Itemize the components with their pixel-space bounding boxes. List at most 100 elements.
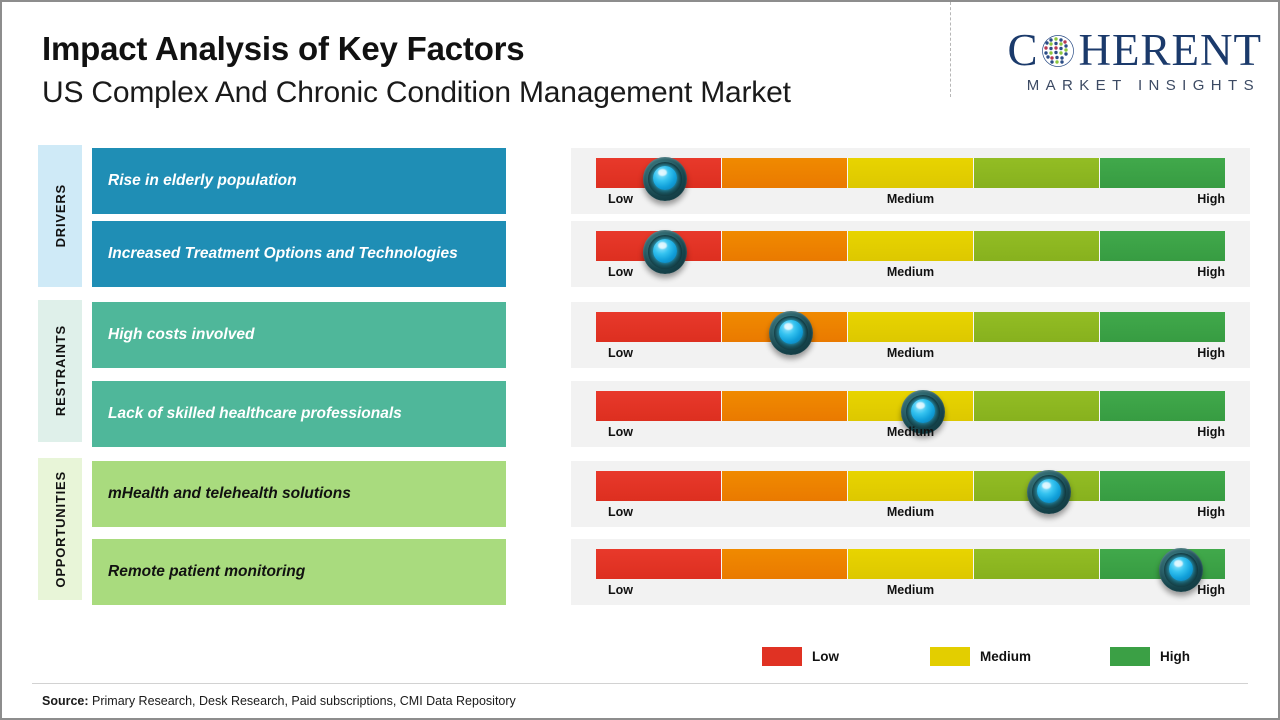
legend-swatch-low xyxy=(762,647,802,666)
gauge-segment-high xyxy=(1100,158,1225,188)
gauge-segment-low xyxy=(596,471,722,501)
gauge-segment-low xyxy=(596,158,722,188)
category-label-opportunities: OPPORTUNITIES xyxy=(52,470,68,588)
gauge-bar xyxy=(596,471,1225,501)
legend-item-high: High xyxy=(1110,647,1190,666)
logo-tagline: MARKET INSIGHTS xyxy=(1026,77,1260,94)
gauge-scale: Low Medium High xyxy=(596,346,1225,364)
legend-label-high: High xyxy=(1160,649,1190,664)
gauge-segment-low-medium xyxy=(722,391,848,421)
footer-divider xyxy=(32,683,1248,684)
table-row: High costs involved xyxy=(92,302,1250,368)
gauge-scale: Low Medium High xyxy=(596,425,1225,443)
impact-gauge[interactable]: Low Medium High xyxy=(571,302,1250,368)
table-row: Remote patient monitoring xyxy=(92,539,1250,605)
gauge-segment-high xyxy=(1100,471,1225,501)
legend: Low Medium High xyxy=(762,647,1202,669)
scale-label-low: Low xyxy=(608,583,633,597)
gauge-bar xyxy=(596,158,1225,188)
page-header: Impact Analysis of Key Factors US Comple… xyxy=(42,30,791,111)
scale-label-low: Low xyxy=(608,505,633,519)
impact-gauge[interactable]: Low Medium High xyxy=(571,221,1250,287)
logo-divider xyxy=(950,2,951,97)
category-band-opportunities: OPPORTUNITIES xyxy=(38,458,82,600)
scale-label-high: High xyxy=(1197,583,1225,597)
gauge-segment-medium xyxy=(848,471,974,501)
factor-label[interactable]: High costs involved xyxy=(92,302,506,368)
source-text: Primary Research, Desk Research, Paid su… xyxy=(88,694,516,708)
table-row: mHealth and telehealth solutions xyxy=(92,461,1250,527)
gauge-segment-low-medium xyxy=(722,231,848,261)
gauge-segment-medium xyxy=(848,158,974,188)
table-row: Lack of skilled healthcare professionals xyxy=(92,381,1250,447)
gauge-scale: Low Medium High xyxy=(596,583,1225,601)
factor-label[interactable]: Rise in elderly population xyxy=(92,148,506,214)
legend-swatch-high xyxy=(1110,647,1150,666)
scale-label-high: High xyxy=(1197,346,1225,360)
page-subtitle: US Complex And Chronic Condition Managem… xyxy=(42,75,791,109)
gauge-segment-low-medium xyxy=(722,471,848,501)
gauge-segment-low xyxy=(596,312,722,342)
gauge-bar xyxy=(596,231,1225,261)
category-label-drivers: DRIVERS xyxy=(52,184,68,248)
scale-label-high: High xyxy=(1197,192,1225,206)
category-band-drivers: DRIVERS xyxy=(38,145,82,287)
scale-label-medium: Medium xyxy=(886,346,935,360)
factor-label[interactable]: Remote patient monitoring xyxy=(92,539,506,605)
legend-label-medium: Medium xyxy=(980,649,1032,664)
gauge-segment-medium xyxy=(848,312,974,342)
gauge-segment-low-medium xyxy=(722,312,848,342)
category-band-restraints: RESTRAINTS xyxy=(38,300,82,442)
logo-letter-c: C xyxy=(1007,25,1038,75)
gauge-segment-low xyxy=(596,549,722,579)
gauge-segment-low-medium xyxy=(722,158,848,188)
impact-gauge[interactable]: Low Medium High xyxy=(571,148,1250,214)
scale-label-low: Low xyxy=(608,265,633,279)
scale-label-high: High xyxy=(1197,265,1225,279)
legend-label-low: Low xyxy=(812,649,839,664)
scale-label-high: High xyxy=(1197,505,1225,519)
scale-label-low: Low xyxy=(608,192,633,206)
factor-label[interactable]: mHealth and telehealth solutions xyxy=(92,461,506,527)
gauge-bar xyxy=(596,391,1225,421)
gauge-segment-medium-high xyxy=(974,549,1100,579)
globe-dots-icon xyxy=(1038,31,1078,71)
legend-item-medium: Medium xyxy=(930,647,1031,666)
impact-gauge[interactable]: Low Medium High xyxy=(571,381,1250,447)
brand-logo: C xyxy=(1007,25,1263,95)
gauge-segment-medium-high xyxy=(974,312,1100,342)
impact-gauge[interactable]: Low Medium High xyxy=(571,539,1250,605)
legend-item-low: Low xyxy=(762,647,839,666)
gauge-segment-medium-high xyxy=(974,158,1100,188)
gauge-bar xyxy=(596,312,1225,342)
logo-wordmark: HERENT xyxy=(1078,25,1262,75)
gauge-segment-low xyxy=(596,391,722,421)
gauge-segment-medium-high xyxy=(974,231,1100,261)
gauge-segment-high xyxy=(1100,391,1225,421)
table-row: Rise in elderly population xyxy=(92,148,1250,214)
scale-label-medium: Medium xyxy=(886,583,935,597)
gauge-scale: Low Medium High xyxy=(596,192,1225,210)
gauge-scale: Low Medium High xyxy=(596,505,1225,523)
scale-label-medium: Medium xyxy=(886,192,935,206)
category-label-restraints: RESTRAINTS xyxy=(52,325,68,417)
gauge-segment-low xyxy=(596,231,722,261)
source-label: Source: xyxy=(42,694,89,708)
scale-label-medium: Medium xyxy=(886,425,935,439)
factor-label[interactable]: Lack of skilled healthcare professionals xyxy=(92,381,506,447)
scale-label-low: Low xyxy=(608,346,633,360)
gauge-segment-high xyxy=(1100,312,1225,342)
scale-label-high: High xyxy=(1197,425,1225,439)
scale-label-medium: Medium xyxy=(886,265,935,279)
scale-label-low: Low xyxy=(608,425,633,439)
page-title: Impact Analysis of Key Factors xyxy=(42,30,525,67)
gauge-segment-medium xyxy=(848,549,974,579)
table-row: Increased Treatment Options and Technolo… xyxy=(92,221,1250,287)
impact-gauge[interactable]: Low Medium High xyxy=(571,461,1250,527)
factor-label[interactable]: Increased Treatment Options and Technolo… xyxy=(92,221,506,287)
gauge-segment-medium xyxy=(848,391,974,421)
gauge-segment-low-medium xyxy=(722,549,848,579)
gauge-scale: Low Medium High xyxy=(596,265,1225,283)
source-note: Source: Primary Research, Desk Research,… xyxy=(42,694,516,708)
